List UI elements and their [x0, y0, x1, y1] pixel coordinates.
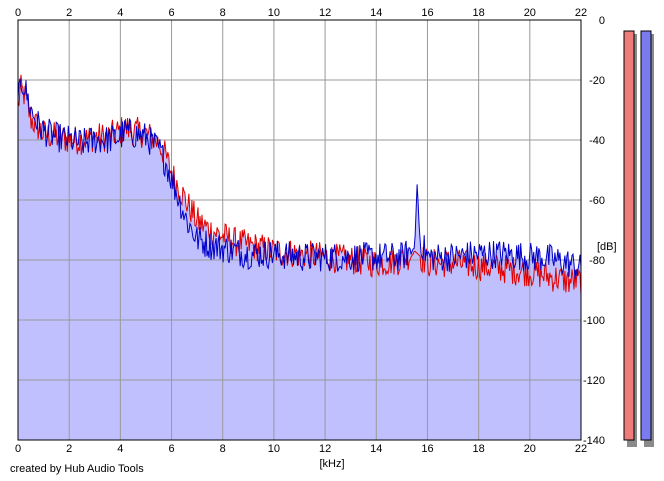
x-tick-label-bottom: 18 — [473, 443, 485, 455]
right-channel-meter — [640, 30, 652, 441]
x-tick-label-bottom: 2 — [66, 443, 72, 455]
tick-labels: 002244668810101212141416161818202022220-… — [15, 7, 605, 455]
x-tick-label-top: 0 — [15, 7, 21, 19]
x-tick-label-bottom: 16 — [421, 443, 433, 455]
x-tick-label-top: 14 — [370, 7, 382, 19]
x-tick-label-top: 12 — [319, 7, 331, 19]
x-tick-label-bottom: 22 — [575, 443, 587, 455]
x-tick-label-top: 4 — [117, 7, 123, 19]
x-tick-label-bottom: 14 — [370, 443, 382, 455]
red-channel-line — [17, 74, 582, 296]
y-tick-label: -60 — [589, 195, 605, 207]
x-axis-label: [kHz] — [319, 458, 344, 470]
x-tick-label-top: 2 — [66, 7, 72, 19]
x-tick-label-top: 20 — [524, 7, 536, 19]
x-tick-label-top: 18 — [473, 7, 485, 19]
x-tick-label-top: 22 — [575, 7, 587, 19]
x-tick-label-bottom: 0 — [15, 443, 21, 455]
x-tick-label-bottom: 8 — [220, 443, 226, 455]
x-tick-label-bottom: 6 — [168, 443, 174, 455]
series-layer — [17, 74, 582, 296]
x-tick-label-bottom: 12 — [319, 443, 331, 455]
plot-frame — [17, 19, 582, 441]
y-tick-label: 0 — [599, 15, 605, 27]
left-channel-meter — [623, 30, 635, 441]
y-axis-label: [dB] — [597, 241, 617, 253]
y-tick-label: -80 — [589, 255, 605, 267]
y-tick-label: -140 — [583, 435, 605, 447]
x-tick-label-bottom: 10 — [268, 443, 280, 455]
x-tick-label-top: 10 — [268, 7, 280, 19]
y-tick-label: -120 — [583, 375, 605, 387]
x-tick-label-top: 6 — [168, 7, 174, 19]
x-tick-label-bottom: 20 — [524, 443, 536, 455]
credit-text: created by Hub Audio Tools — [10, 463, 144, 475]
x-tick-label-bottom: 4 — [117, 443, 123, 455]
blue-channel-line — [17, 78, 582, 279]
spectrum-fill-layer — [18, 74, 581, 441]
y-tick-label: -100 — [583, 315, 605, 327]
spectrum-area-fill — [18, 74, 581, 441]
y-tick-label: -40 — [589, 135, 605, 147]
y-tick-label: -20 — [589, 75, 605, 87]
x-tick-label-top: 16 — [421, 7, 433, 19]
x-tick-label-top: 8 — [220, 7, 226, 19]
